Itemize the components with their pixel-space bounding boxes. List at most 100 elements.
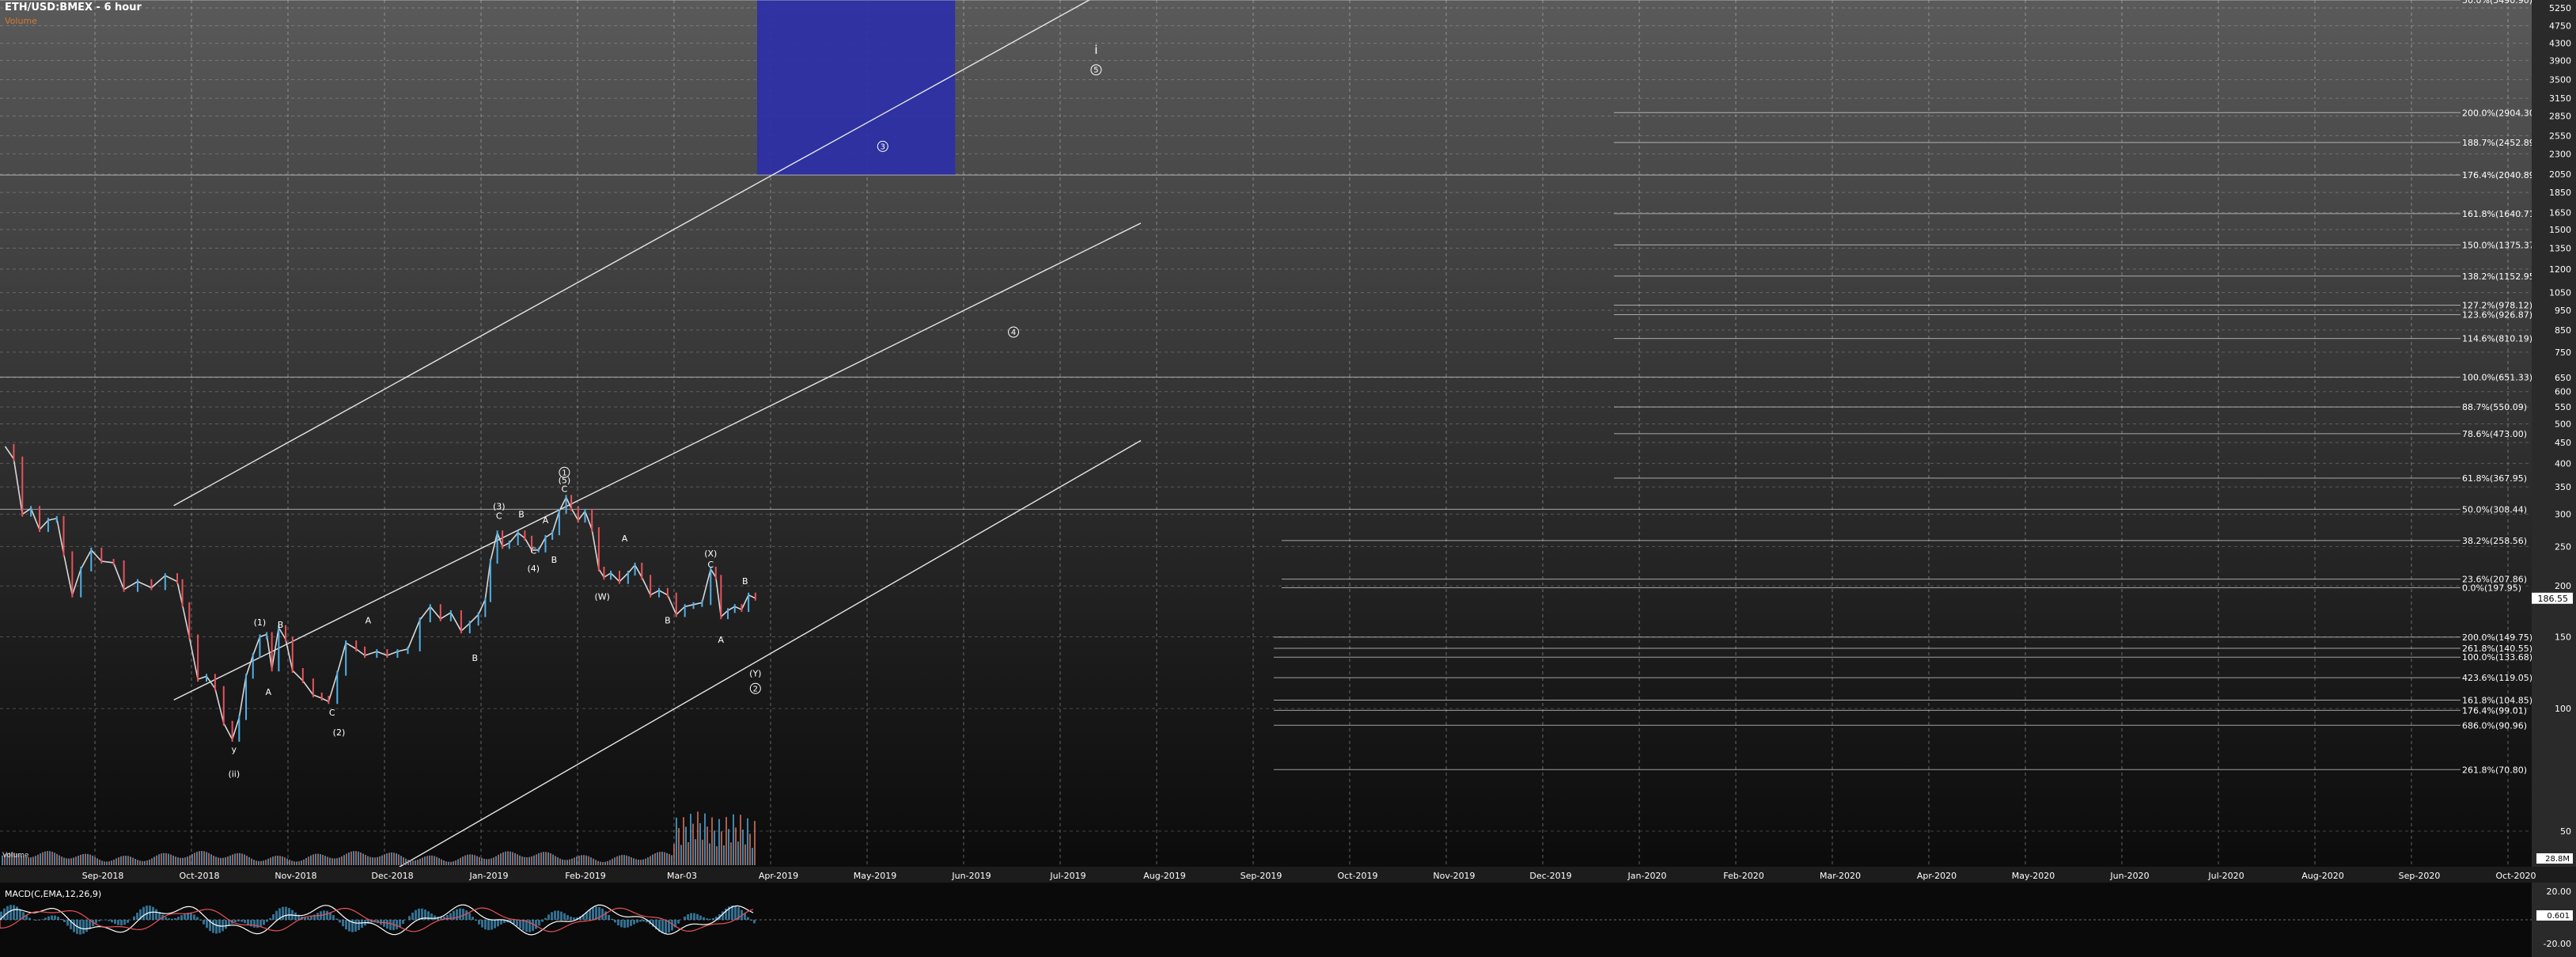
volume-bar	[116, 858, 117, 865]
volume-bar	[638, 860, 639, 865]
volume-bar	[676, 817, 677, 865]
x-tick-label: Aug-2019	[1143, 871, 1185, 881]
macd-histogram-bar	[725, 908, 727, 920]
volume-bar	[407, 860, 409, 865]
volume-bar	[709, 843, 710, 865]
volume-bar	[690, 814, 691, 865]
target-zone-box	[757, 0, 956, 176]
fib-label: 150.0%(1375.37)	[2462, 240, 2538, 250]
volume-bar	[742, 830, 744, 865]
macd-histogram-bar	[715, 916, 718, 920]
volume-bar	[298, 861, 300, 865]
volume-bar	[362, 853, 364, 865]
x-axis-bg	[0, 867, 2576, 883]
volume-bar	[597, 860, 599, 865]
volume-bar	[669, 853, 670, 865]
volume-bar	[510, 851, 511, 865]
volume-bar	[189, 855, 191, 865]
macd-histogram-bar	[415, 910, 417, 920]
volume-bar	[327, 856, 328, 865]
macd-histogram-bar	[535, 920, 537, 929]
volume-bar	[695, 839, 696, 865]
volume-bar	[450, 861, 452, 865]
volume-bar	[353, 851, 354, 865]
volume-bar	[678, 828, 680, 865]
volume-bar	[547, 852, 549, 865]
macd-histogram-bar	[722, 911, 724, 920]
macd-histogram-bar	[674, 920, 676, 928]
fib-label: 161.8%(1640.71)	[2462, 209, 2538, 219]
volume-bar	[106, 861, 108, 865]
volume-bar	[139, 860, 141, 865]
macd-histogram-bar	[532, 920, 534, 932]
volume-bar	[673, 844, 675, 865]
x-tick-label: Jul-2020	[2207, 871, 2244, 881]
volume-bar	[626, 855, 627, 865]
volume-bar	[260, 860, 262, 865]
volume-bar	[4, 854, 6, 865]
y-tick-label: 250	[2555, 541, 2571, 552]
macd-histogram-bar	[449, 913, 452, 920]
x-tick-label: May-2019	[854, 871, 897, 881]
macd-histogram-bar	[573, 917, 575, 920]
volume-bar	[13, 853, 15, 865]
volume-bar	[512, 852, 513, 865]
volume-bar	[54, 853, 55, 865]
macd-histogram-bar	[316, 913, 319, 920]
volume-bar	[574, 857, 575, 865]
volume-bar	[66, 858, 67, 865]
macd-histogram-bar	[361, 920, 363, 929]
volume-bar	[47, 851, 48, 865]
last-price-box	[2532, 592, 2573, 604]
volume-bar	[355, 851, 357, 865]
y-tick-label: 750	[2555, 347, 2571, 358]
volume-bar	[659, 852, 661, 865]
volume-bar	[588, 856, 589, 865]
volume-bar	[650, 856, 651, 865]
macd-histogram-bar	[335, 918, 338, 920]
volume-bar	[521, 856, 523, 865]
volume-bar	[457, 859, 459, 865]
volume-bar	[317, 853, 319, 865]
fib-label: 161.8%(104.85)	[2462, 696, 2532, 706]
volume-bar	[277, 855, 278, 865]
volume-bar	[393, 853, 395, 865]
volume-bar	[305, 858, 307, 865]
fib-label: 423.6%(119.05)	[2462, 673, 2532, 683]
macd-histogram-bar	[60, 918, 63, 920]
volume-bar	[647, 857, 649, 865]
wave-labels: y(ii)(1) BAC(2)AB(3)C BACB(4)(5)C(W)AB(X)C…	[228, 43, 1102, 779]
x-tick-label: Mar-2020	[1820, 871, 1861, 881]
y-tick-label: 400	[2555, 458, 2571, 469]
macd-histogram-bar	[95, 920, 97, 924]
volume-bar	[284, 857, 286, 865]
macd-histogram-bar	[332, 915, 335, 920]
macd-histogram-bar	[215, 920, 218, 934]
volume-bar	[301, 860, 302, 865]
macd-histogram-bar	[623, 920, 626, 929]
macd-histogram-bar	[494, 920, 496, 929]
volume-bar	[56, 853, 58, 865]
macd-histogram-bar	[582, 914, 585, 920]
volume-bar	[241, 853, 243, 865]
macd-histogram-bar	[503, 920, 506, 923]
x-tick-label: Nov-2018	[275, 871, 316, 881]
volume-bar	[346, 853, 347, 865]
macd-histogram-bar	[278, 908, 281, 920]
macd-histogram-bar	[16, 906, 18, 920]
macd-histogram-bar	[345, 920, 347, 930]
wave-circle-label: 5	[1093, 66, 1098, 75]
macd-histogram-bar	[465, 910, 468, 920]
volume-bar	[619, 855, 620, 865]
y-tick-label: 450	[2555, 438, 2571, 448]
volume-bar	[272, 856, 274, 865]
y-tick-label: 300	[2555, 510, 2571, 520]
volume-bar	[381, 855, 383, 865]
volume-bar	[488, 859, 490, 865]
wave-label: B	[551, 555, 558, 565]
volume-bar	[391, 852, 392, 865]
volume-bar	[543, 852, 544, 865]
macd-histogram-bar	[734, 906, 737, 920]
macd-histogram-bar	[329, 912, 331, 920]
volume-bar	[182, 857, 184, 865]
